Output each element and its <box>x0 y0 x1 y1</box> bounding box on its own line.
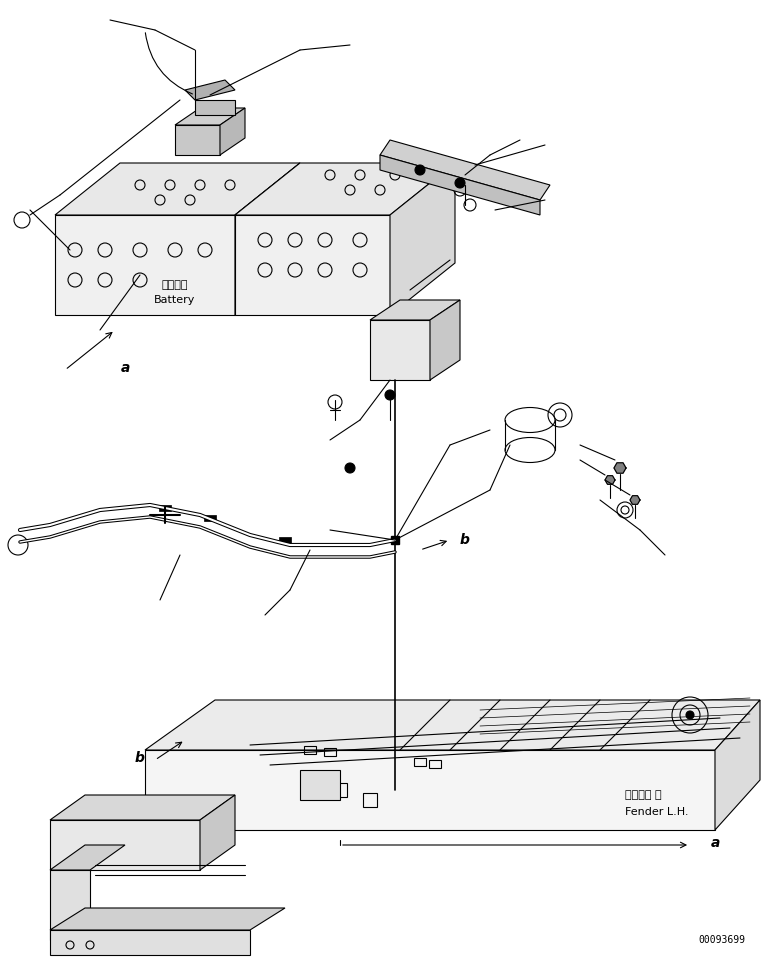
Text: フェンダ 左: フェンダ 左 <box>625 790 662 800</box>
Polygon shape <box>370 300 460 320</box>
Text: b: b <box>135 751 145 765</box>
Text: Fender L.H.: Fender L.H. <box>625 807 688 817</box>
Polygon shape <box>430 300 460 380</box>
Polygon shape <box>715 700 760 830</box>
Polygon shape <box>630 496 640 504</box>
Polygon shape <box>195 100 235 115</box>
Text: b: b <box>460 533 470 547</box>
Text: Battery: Battery <box>154 295 195 305</box>
Polygon shape <box>200 795 235 870</box>
Bar <box>391 536 399 544</box>
Polygon shape <box>55 215 235 315</box>
Polygon shape <box>614 463 626 473</box>
Bar <box>304 746 316 754</box>
Polygon shape <box>390 163 455 315</box>
Text: a: a <box>710 836 720 850</box>
Circle shape <box>415 165 425 175</box>
Polygon shape <box>235 163 455 215</box>
Polygon shape <box>145 700 760 750</box>
Circle shape <box>345 463 355 473</box>
Bar <box>324 748 336 756</box>
Polygon shape <box>55 163 300 215</box>
Circle shape <box>686 711 694 719</box>
Polygon shape <box>380 155 540 215</box>
Bar <box>414 758 426 766</box>
Bar <box>303 773 317 787</box>
Polygon shape <box>370 320 430 380</box>
Polygon shape <box>605 476 615 484</box>
Polygon shape <box>50 845 125 870</box>
Polygon shape <box>50 870 90 940</box>
Polygon shape <box>185 80 235 100</box>
Bar <box>279 537 291 543</box>
Polygon shape <box>220 108 245 155</box>
Text: 00093699: 00093699 <box>698 935 745 945</box>
Text: a: a <box>121 361 130 375</box>
Text: バッテリ: バッテリ <box>162 280 188 290</box>
Bar <box>333 783 347 797</box>
Polygon shape <box>50 795 235 820</box>
Polygon shape <box>50 930 250 955</box>
Polygon shape <box>50 908 285 930</box>
Polygon shape <box>235 215 390 315</box>
Bar <box>429 760 441 768</box>
Polygon shape <box>300 770 340 800</box>
Polygon shape <box>50 820 200 870</box>
Bar <box>204 515 216 521</box>
Circle shape <box>455 178 465 188</box>
Polygon shape <box>145 750 715 830</box>
Bar <box>363 793 377 807</box>
Polygon shape <box>380 140 550 200</box>
Polygon shape <box>175 108 245 125</box>
Circle shape <box>385 390 395 400</box>
Polygon shape <box>235 163 300 315</box>
Polygon shape <box>175 125 220 155</box>
Bar <box>159 505 171 511</box>
